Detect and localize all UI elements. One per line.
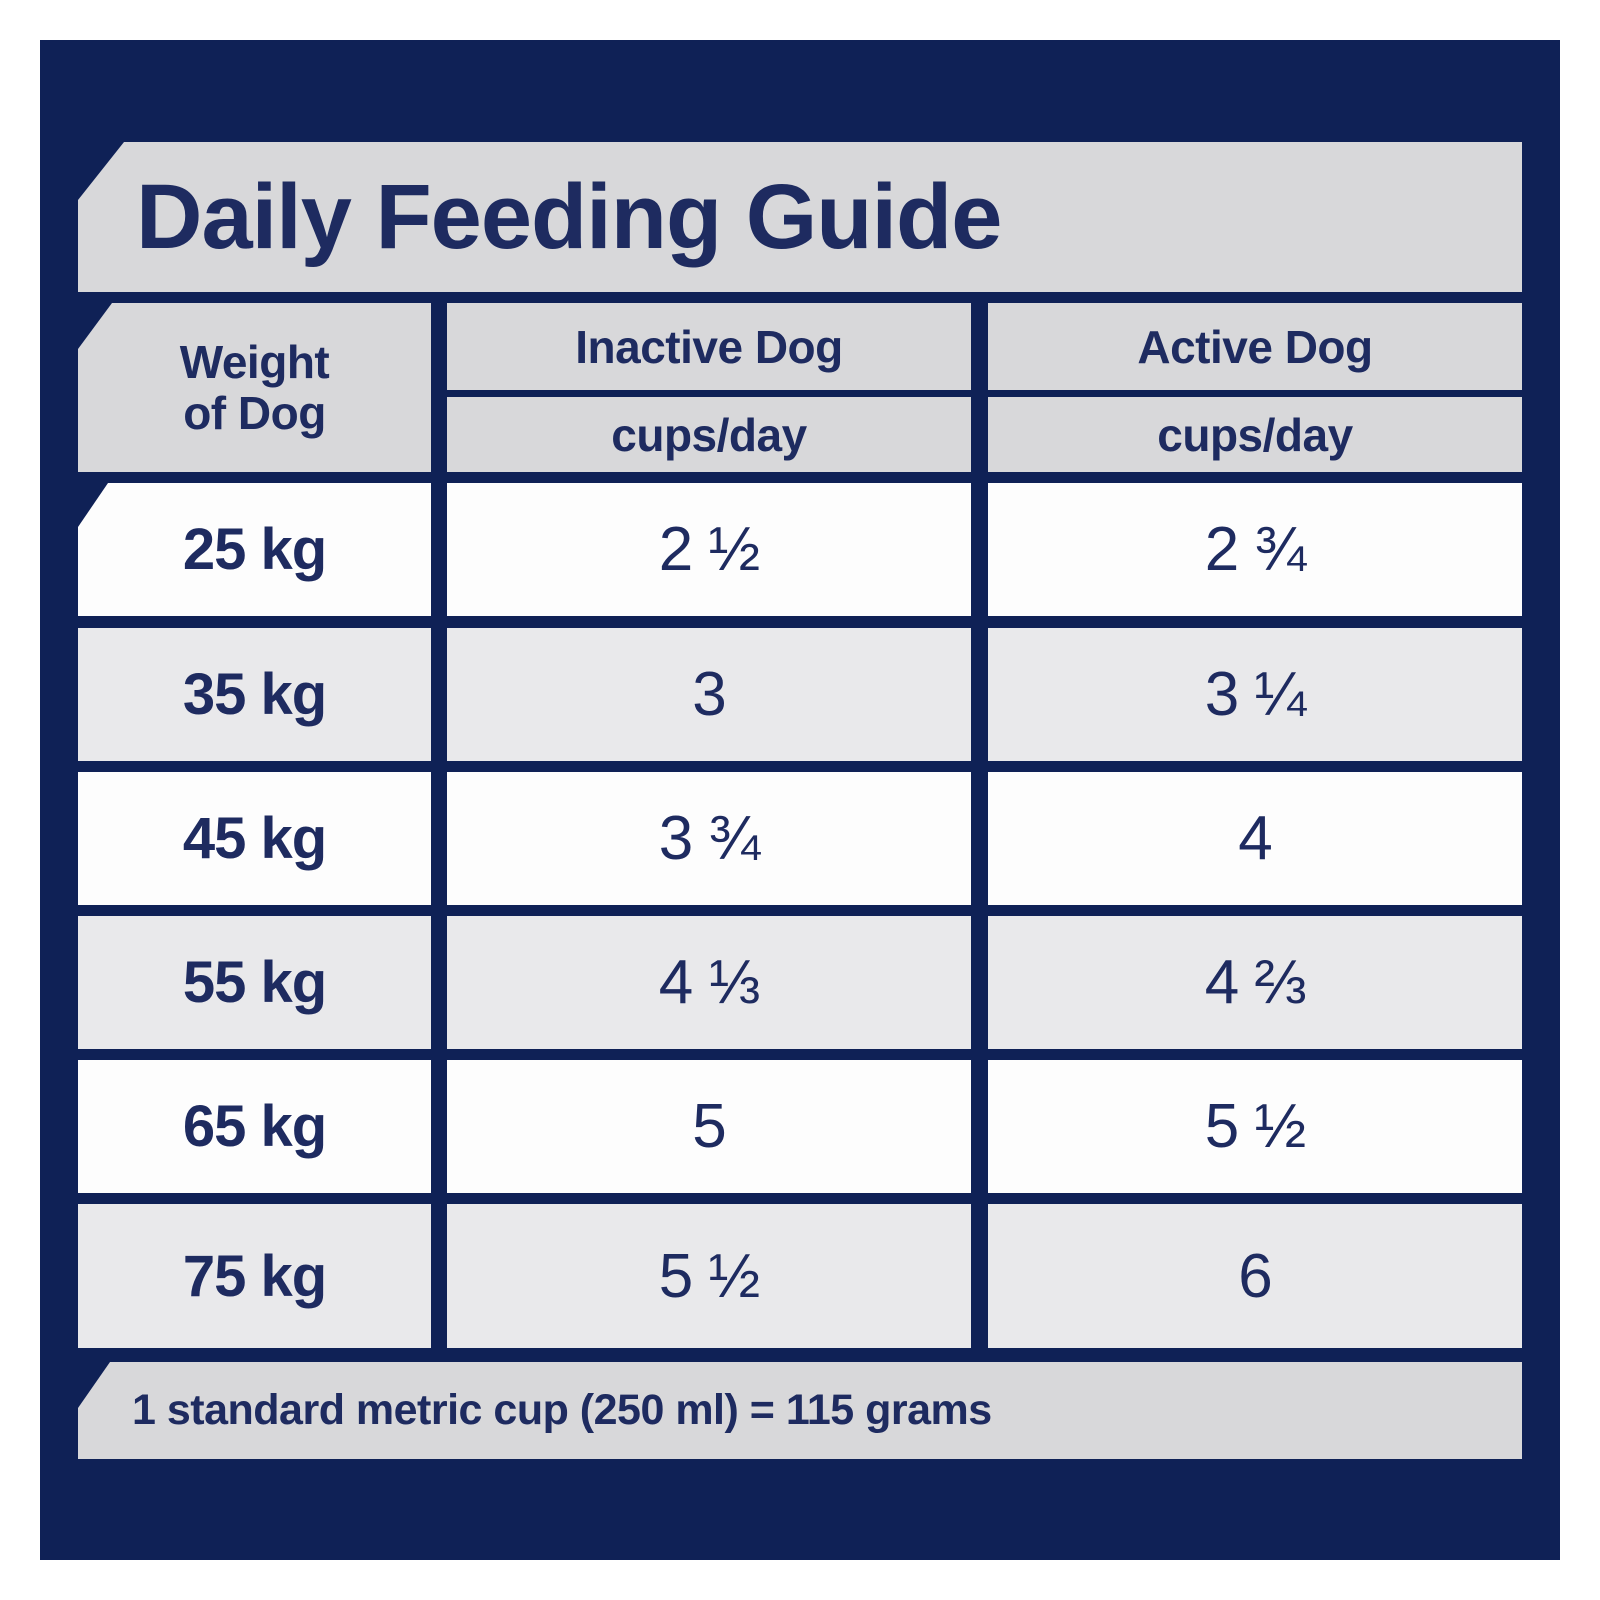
page-title: Daily Feeding Guide	[136, 165, 1002, 268]
inactive-cups-cell: 3	[447, 628, 971, 761]
inactive-cups-cell: 5	[447, 1060, 971, 1193]
active-cups-value: 4 ⅔	[1204, 948, 1306, 1017]
footer-banner: 1 standard metric cup (250 ml) = 115 gra…	[78, 1362, 1522, 1459]
inactive-cups-cell: 2 ½	[447, 483, 971, 616]
active-cups-value: 2 ¾	[1204, 515, 1306, 584]
weight-cell: 65 kg	[78, 1060, 431, 1193]
weight-cell: 25 kg	[78, 483, 431, 616]
cup-conversion-note: 1 standard metric cup (250 ml) = 115 gra…	[132, 1386, 992, 1434]
inactive-dog-header-cell: Inactive Dog	[447, 303, 971, 390]
inactive-cups-cell: 5 ½	[447, 1204, 971, 1348]
weight-of-dog-header-cell: Weight of Dog	[78, 303, 431, 472]
active-cups-value: 3 ¼	[1204, 660, 1306, 729]
inactive-cups-value: 4 ⅓	[658, 948, 760, 1017]
active-cups-cell: 4	[988, 772, 1522, 905]
active-cups-cell: 5 ½	[988, 1060, 1522, 1193]
active-dog-header-cell: Active Dog	[988, 303, 1522, 390]
active-dog-header-group: Active Dog cups/day	[988, 303, 1522, 472]
active-cups-value: 6	[1238, 1241, 1272, 1311]
weight-header-line1: Weight	[179, 335, 330, 388]
active-cups-value: 5 ½	[1204, 1092, 1306, 1161]
active-cups-value: 4	[1238, 804, 1272, 873]
weight-value: 75 kg	[182, 1243, 327, 1309]
inactive-cups-value: 3	[692, 660, 726, 729]
weight-value: 55 kg	[182, 950, 327, 1015]
active-dog-unit-label: cups/day	[1157, 408, 1353, 461]
inactive-dog-unit-label: cups/day	[611, 408, 807, 461]
active-cups-cell: 2 ¾	[988, 483, 1522, 616]
inactive-cups-cell: 4 ⅓	[447, 916, 971, 1049]
inactive-dog-header-group: Inactive Dog cups/day	[447, 303, 971, 472]
inactive-dog-header-label: Inactive Dog	[575, 320, 843, 373]
inactive-cups-value: 3 ¾	[658, 804, 760, 873]
weight-cell: 45 kg	[78, 772, 431, 905]
weight-value: 35 kg	[182, 662, 327, 727]
active-cups-cell: 4 ⅔	[988, 916, 1522, 1049]
weight-cell: 55 kg	[78, 916, 431, 1049]
weight-cell: 35 kg	[78, 628, 431, 761]
inactive-cups-cell: 3 ¾	[447, 772, 971, 905]
inactive-cups-value: 5 ½	[658, 1241, 760, 1311]
weight-value: 65 kg	[182, 1094, 327, 1159]
weight-value: 25 kg	[182, 517, 327, 582]
weight-header-line2: of Dog	[183, 386, 326, 439]
inactive-dog-unit-cell: cups/day	[447, 397, 971, 472]
weight-cell: 75 kg	[78, 1204, 431, 1348]
active-dog-header-label: Active Dog	[1137, 320, 1373, 373]
inactive-cups-value: 2 ½	[658, 515, 760, 584]
feeding-guide-panel: Daily Feeding Guide Weight of Dog Inacti…	[40, 40, 1560, 1560]
active-cups-cell: 6	[988, 1204, 1522, 1348]
active-cups-cell: 3 ¼	[988, 628, 1522, 761]
active-dog-unit-cell: cups/day	[988, 397, 1522, 472]
title-banner: Daily Feeding Guide	[78, 142, 1522, 292]
inactive-cups-value: 5	[692, 1092, 726, 1161]
weight-value: 45 kg	[182, 806, 327, 871]
